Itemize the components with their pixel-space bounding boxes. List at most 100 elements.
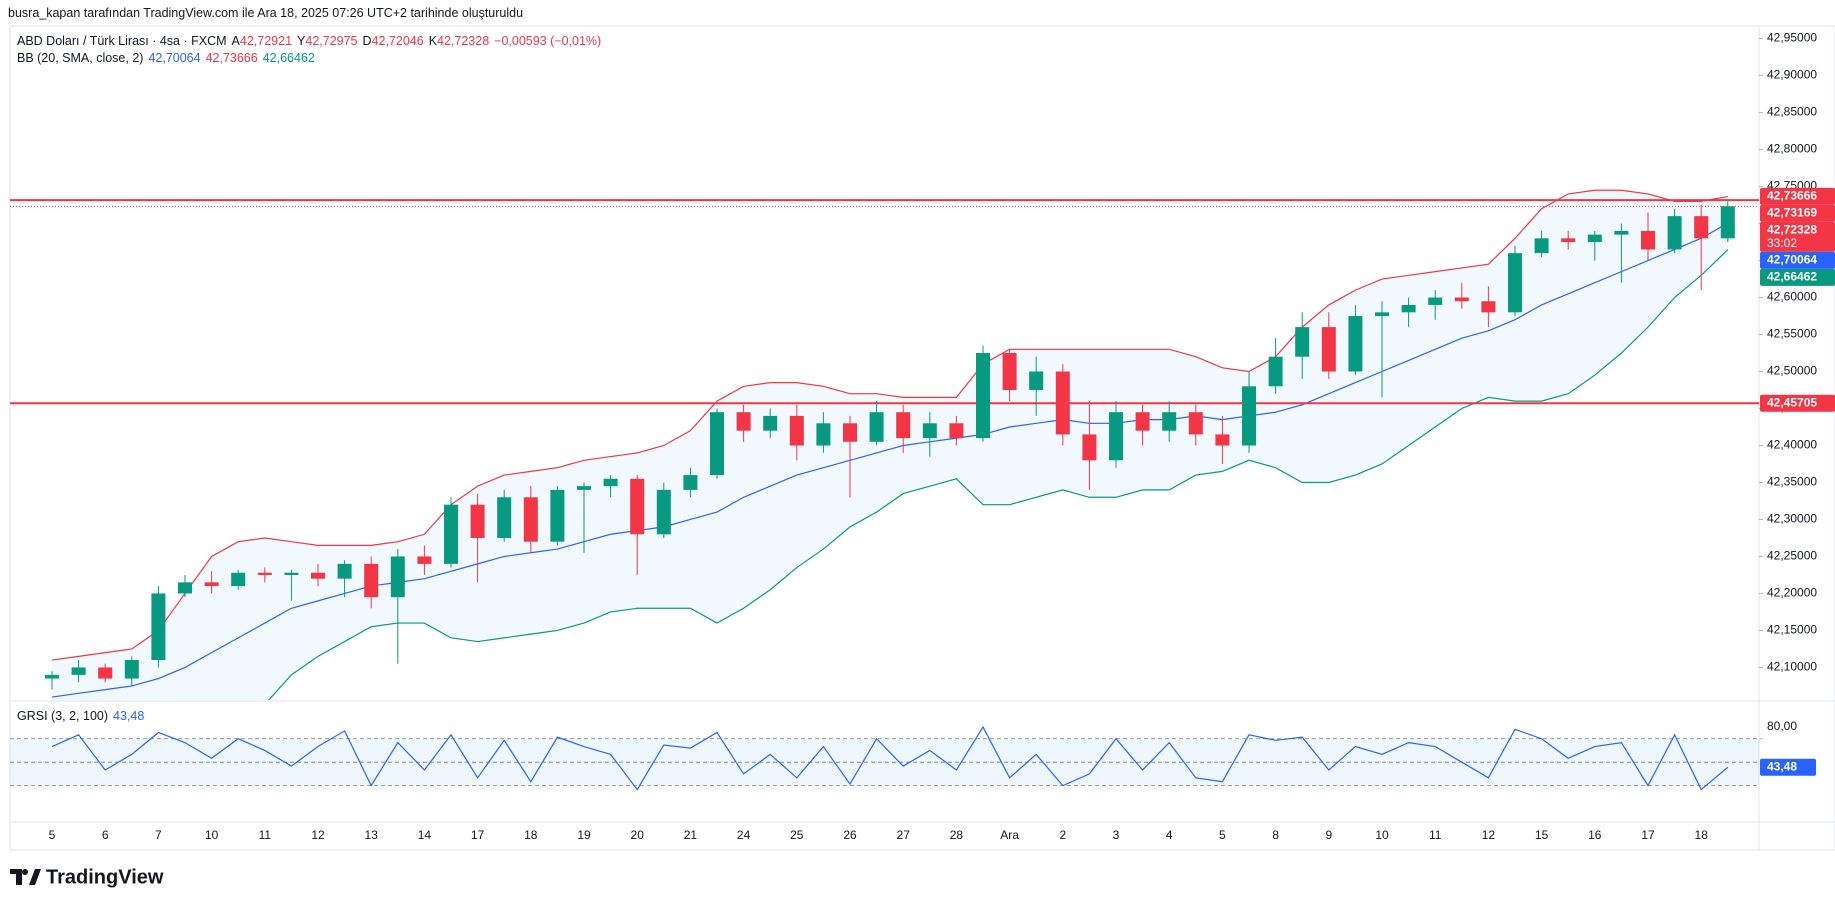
y-tick-label: 80,00 [1767,719,1797,733]
countdown: 33:02 [1767,236,1797,250]
y-tick-label: 42,15000 [1767,623,1817,637]
candle-body [1242,386,1256,446]
candle-body [1481,301,1496,313]
price-tag-label: 42,72328 [1767,223,1817,237]
x-tick-label: 16 [1588,828,1602,842]
x-tick-label: 18 [524,828,538,842]
x-tick-label: 11 [1429,828,1442,842]
candle-body [364,563,379,598]
candle-body [1162,412,1177,431]
candle-body [1561,238,1576,243]
candle-body [683,475,698,490]
candle-body [1109,412,1123,461]
candle-body [816,423,831,446]
attribution: busra_kapan tarafından TradingView.com i… [8,6,524,20]
x-tick-label: 21 [684,828,698,842]
y-tick-label: 42,25000 [1767,549,1817,563]
candle-body [470,504,485,538]
x-tick-label: 4 [1166,828,1173,842]
rsi-legend: GRSI (3, 2, 100) 43,48 [17,709,149,723]
candle-body [523,497,538,542]
x-tick-label: 9 [1325,828,1332,842]
candle-body [311,572,325,579]
rsi-title: GRSI (3, 2, 100) [17,709,109,723]
candle-body [417,556,432,564]
x-tick-label: 14 [418,828,432,842]
bb-title: BB (20, SMA, close, 2) [17,51,144,65]
candle-body [444,504,458,564]
ohlc-value: 42,72328 [437,34,490,48]
candle-body [789,415,804,446]
x-tick-label: 15 [1535,828,1549,842]
candle-body [1454,297,1469,302]
x-tick-label: 19 [577,828,591,842]
x-tick-label: 26 [843,828,857,842]
rsi-value: 43,48 [113,709,145,723]
ohlc-key: A [231,34,240,48]
candle-body [1641,230,1655,250]
y-tick-label: 42,50000 [1767,364,1817,378]
candle-body [1534,238,1549,254]
ohlc-key: Y [297,34,306,48]
y-tick-label: 42,10000 [1767,660,1817,674]
ohlc-key: D [362,34,372,48]
brand-name: TradingView [46,866,164,888]
candle-body [976,353,990,439]
x-tick-label: 24 [737,828,751,842]
bb-value: 42,70064 [148,51,201,65]
candle-body [204,582,219,587]
price-pane [10,189,1759,700]
candle-body [124,660,139,679]
x-tick-label: 7 [155,828,162,842]
candle-body [284,572,299,575]
rsi-value-label: 43,48 [1767,759,1797,773]
candle-body [390,556,405,598]
symbol: ABD Doları / Türk Lirası · 4sa · FXCM [17,34,227,48]
candle-body [1720,206,1735,239]
x-tick-label: 18 [1695,828,1709,842]
x-tick-label: 2 [1059,828,1066,842]
candle-body [337,563,352,579]
candle-body [550,489,565,542]
bb-value: 42,73666 [205,51,258,65]
candle-body [1321,327,1336,372]
y-tick-label: 42,85000 [1767,105,1817,119]
candle-body [1188,412,1203,435]
candle-body [869,412,884,442]
price-tag-label: 42,73666 [1767,189,1817,203]
ohlc-item: A42,72921 [232,34,292,48]
axes: 42,10000 42,15000 42,20000 42,25000 42,30000… [49,31,1835,842]
y-tick-label: 42,35000 [1767,475,1817,489]
bb-lower [267,249,1729,700]
y-tick-label: 42,55000 [1767,327,1817,341]
candle-body [1375,312,1389,317]
x-tick-label: 13 [365,828,379,842]
x-tick-label: 8 [1272,828,1279,842]
candle-body [763,415,778,431]
candle-body [922,423,937,439]
candle-body [630,478,645,535]
candle-body [151,593,166,661]
change: −0,00593 (−0,01%) [494,34,602,48]
candle-body [1428,297,1443,305]
bb-fill [52,190,1728,700]
candle-body [577,486,591,490]
x-tick-label: 17 [1641,828,1655,842]
price-tag [1760,221,1835,252]
y-tick-label: 42,95000 [1767,31,1817,45]
candle-body [231,572,246,587]
price-tag-label: 42,70064 [1767,253,1817,267]
y-tick-label: 42,40000 [1767,438,1817,452]
candle-body [71,667,86,675]
x-tick-label: 3 [1113,828,1120,842]
candle-body [656,489,671,535]
ohlc-item: Y42,72975 [297,34,357,48]
price-tag [1760,394,1835,412]
candle-body [1082,434,1097,461]
candle-body [257,572,272,575]
ohlc-key: K [428,34,438,48]
bb-value: 42,66462 [262,51,315,65]
price-tag [1760,251,1835,269]
